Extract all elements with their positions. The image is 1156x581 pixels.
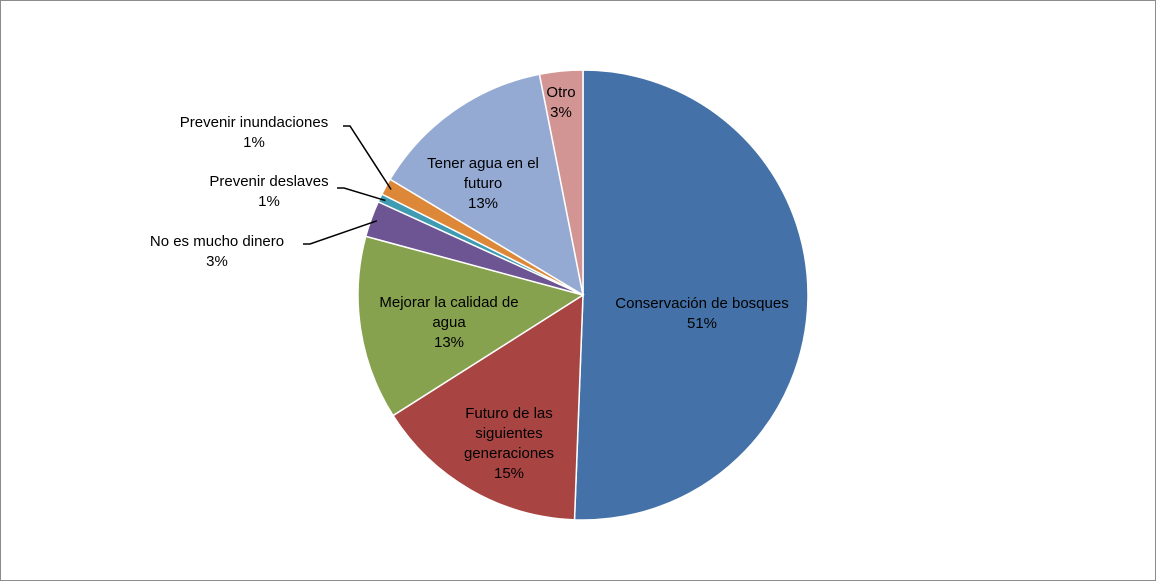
leader-line-prevenir-inundaciones <box>343 125 392 190</box>
leader-line-prevenir-deslaves <box>337 187 386 202</box>
data-label-mejorar-la-calidad-de-agua: Mejorar la calidad de agua 13% <box>379 294 518 351</box>
pie-slice-tener-agua-en-el-futuro <box>389 73 585 297</box>
pie-slice-futuro-de-las-siguientes-generaciones <box>391 293 584 521</box>
data-label-prevenir-inundaciones: Prevenir inundaciones 1% <box>180 114 328 151</box>
pie-slices <box>357 69 809 521</box>
data-label-prevenir-deslaves: Prevenir deslaves 1% <box>209 173 328 210</box>
data-label-futuro-de-las-siguientes-generaciones: Futuro de las siguientes generaciones 15% <box>464 405 554 482</box>
leader-line-no-es-mucho-dinero <box>303 220 378 245</box>
data-label-conservacion-de-bosques: Conservación de bosques 51% <box>615 295 788 332</box>
data-label-otro: Otro 3% <box>546 84 575 121</box>
pie-slice-conservacion-de-bosques <box>573 69 809 521</box>
pie-slice-mejorar-la-calidad-de-agua <box>357 235 585 417</box>
data-labels: Conservación de bosques 51% Futuro de las s… <box>150 84 789 482</box>
data-label-tener-agua-en-el-futuro: Tener agua en el futuro 13% <box>427 155 539 212</box>
data-label-no-es-mucho-dinero: No es mucho dinero 3% <box>150 233 284 270</box>
leader-lines <box>303 125 392 245</box>
pie-slice-otro <box>538 69 584 296</box>
